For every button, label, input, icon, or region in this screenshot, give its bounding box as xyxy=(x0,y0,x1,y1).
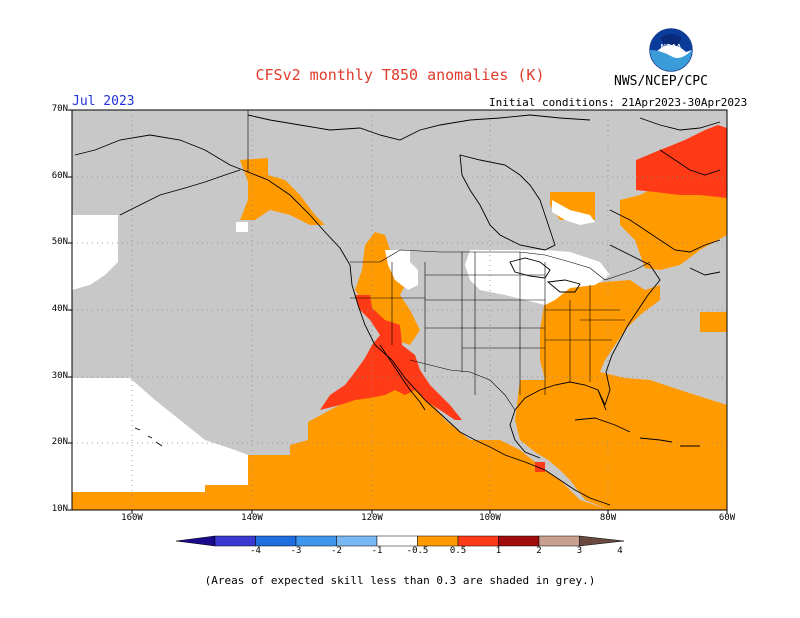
neutral-west-region xyxy=(385,250,418,290)
neutral-pacific-south xyxy=(72,378,248,492)
map-title: CFSv2 monthly T850 anomalies (K) xyxy=(255,66,545,84)
pacific-warm-anomaly xyxy=(72,360,610,510)
colorbar-segment xyxy=(295,535,337,547)
neutral-hudson-region xyxy=(552,200,595,225)
neutral-north-central-region xyxy=(465,250,610,305)
political-borders xyxy=(247,110,651,411)
colorbar-segment xyxy=(417,535,459,547)
colorbar-segment xyxy=(376,535,418,547)
lon-label: 140W xyxy=(241,513,263,523)
lon-label: 100W xyxy=(479,513,501,523)
lat-label: 50N xyxy=(51,237,68,247)
lon-label: 160W xyxy=(121,513,143,523)
forecast-month: Jul 2023 xyxy=(72,94,135,109)
atlantic-small-anomaly xyxy=(700,312,727,332)
central-america-anomaly xyxy=(535,462,545,472)
colorbar-tick-label: -4 xyxy=(250,546,261,556)
colorbar-tick-label: -0.5 xyxy=(406,546,429,556)
lat-label: 10N xyxy=(51,504,68,514)
noaa-logo-icon xyxy=(649,28,693,72)
colorbar-tick-label: -3 xyxy=(290,546,302,556)
colorbar-segment xyxy=(336,535,378,547)
colorbar-tick-label: 3 xyxy=(576,546,583,556)
colorbar-segment xyxy=(214,535,256,547)
lat-label: 60N xyxy=(51,171,68,181)
initial-conditions: Initial conditions: 21Apr2023-30Apr2023 xyxy=(489,96,748,109)
lon-label: 60W xyxy=(718,513,736,523)
lat-label: 30N xyxy=(51,371,68,381)
colorbar-tick-label: 1 xyxy=(495,546,502,556)
noaa-logo-text: NOAA xyxy=(661,44,682,51)
colorbar-tick-label: 4 xyxy=(617,546,623,556)
colorbar-arrow-low xyxy=(175,535,216,547)
lon-label: 120W xyxy=(361,513,383,523)
colorbar-tick-label: 2 xyxy=(536,546,542,556)
lat-label: 40N xyxy=(51,304,68,314)
lat-label: 20N xyxy=(51,437,68,447)
tick-marks xyxy=(68,109,728,514)
coastlines xyxy=(74,114,721,506)
colorbar-segment xyxy=(538,535,580,547)
colorbar-segment xyxy=(457,535,499,547)
west-coast-strong-anomaly xyxy=(320,295,462,420)
northeast-strong-anomaly xyxy=(636,125,727,198)
lat-label: 70N xyxy=(51,104,68,114)
footnote: (Areas of expected skill less than 0.3 a… xyxy=(204,574,596,587)
colorbar-tick-label: 0.5 xyxy=(449,546,467,556)
agency-label: NWS/NCEP/CPC xyxy=(614,74,708,89)
lon-label: 80W xyxy=(599,513,617,523)
colorbar-tick-label: -1 xyxy=(371,546,383,556)
coastal-warm-patch xyxy=(236,222,248,232)
colorbar-segment xyxy=(498,535,540,547)
colorbar-arrow-high xyxy=(579,535,625,547)
colorbar-segment xyxy=(255,535,297,547)
neutral-pacific-north xyxy=(72,215,118,290)
atlantic-warm-anomaly xyxy=(515,372,727,510)
colorbar-tick-label: -2 xyxy=(331,546,342,556)
